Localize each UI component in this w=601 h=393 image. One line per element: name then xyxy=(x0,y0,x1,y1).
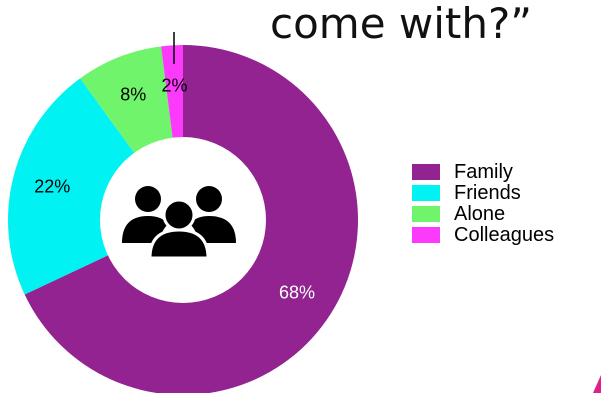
legend-item-friends: Friends xyxy=(412,182,554,203)
legend-label-colleagues: Colleagues xyxy=(454,223,555,246)
data-label-alone: 8% xyxy=(120,84,146,104)
legend-label-friends: Friends xyxy=(454,181,521,204)
data-label-family: 68% xyxy=(279,282,315,302)
legend-item-alone: Alone xyxy=(412,203,554,224)
legend-swatch-alone xyxy=(412,205,440,222)
group-of-people-icon xyxy=(122,186,236,260)
legend-label-family: Family xyxy=(454,160,513,183)
legend-item-colleagues: Colleagues xyxy=(412,224,554,245)
legend: Family Friends Alone Colleagues xyxy=(412,161,554,245)
legend-swatch-family xyxy=(412,163,440,180)
chart-title-line2: come with?” xyxy=(270,0,533,48)
legend-item-family: Family xyxy=(412,161,554,182)
data-label-friends: 22% xyxy=(34,176,70,196)
data-label-colleagues: 2% xyxy=(162,75,188,95)
chart-title: come with?” xyxy=(270,0,601,50)
legend-swatch-colleagues xyxy=(412,226,440,243)
data-labels: 68% 22% 8% 2% xyxy=(34,75,315,302)
corner-accent xyxy=(593,375,601,393)
legend-swatch-friends xyxy=(412,184,440,201)
legend-label-alone: Alone xyxy=(454,202,506,225)
